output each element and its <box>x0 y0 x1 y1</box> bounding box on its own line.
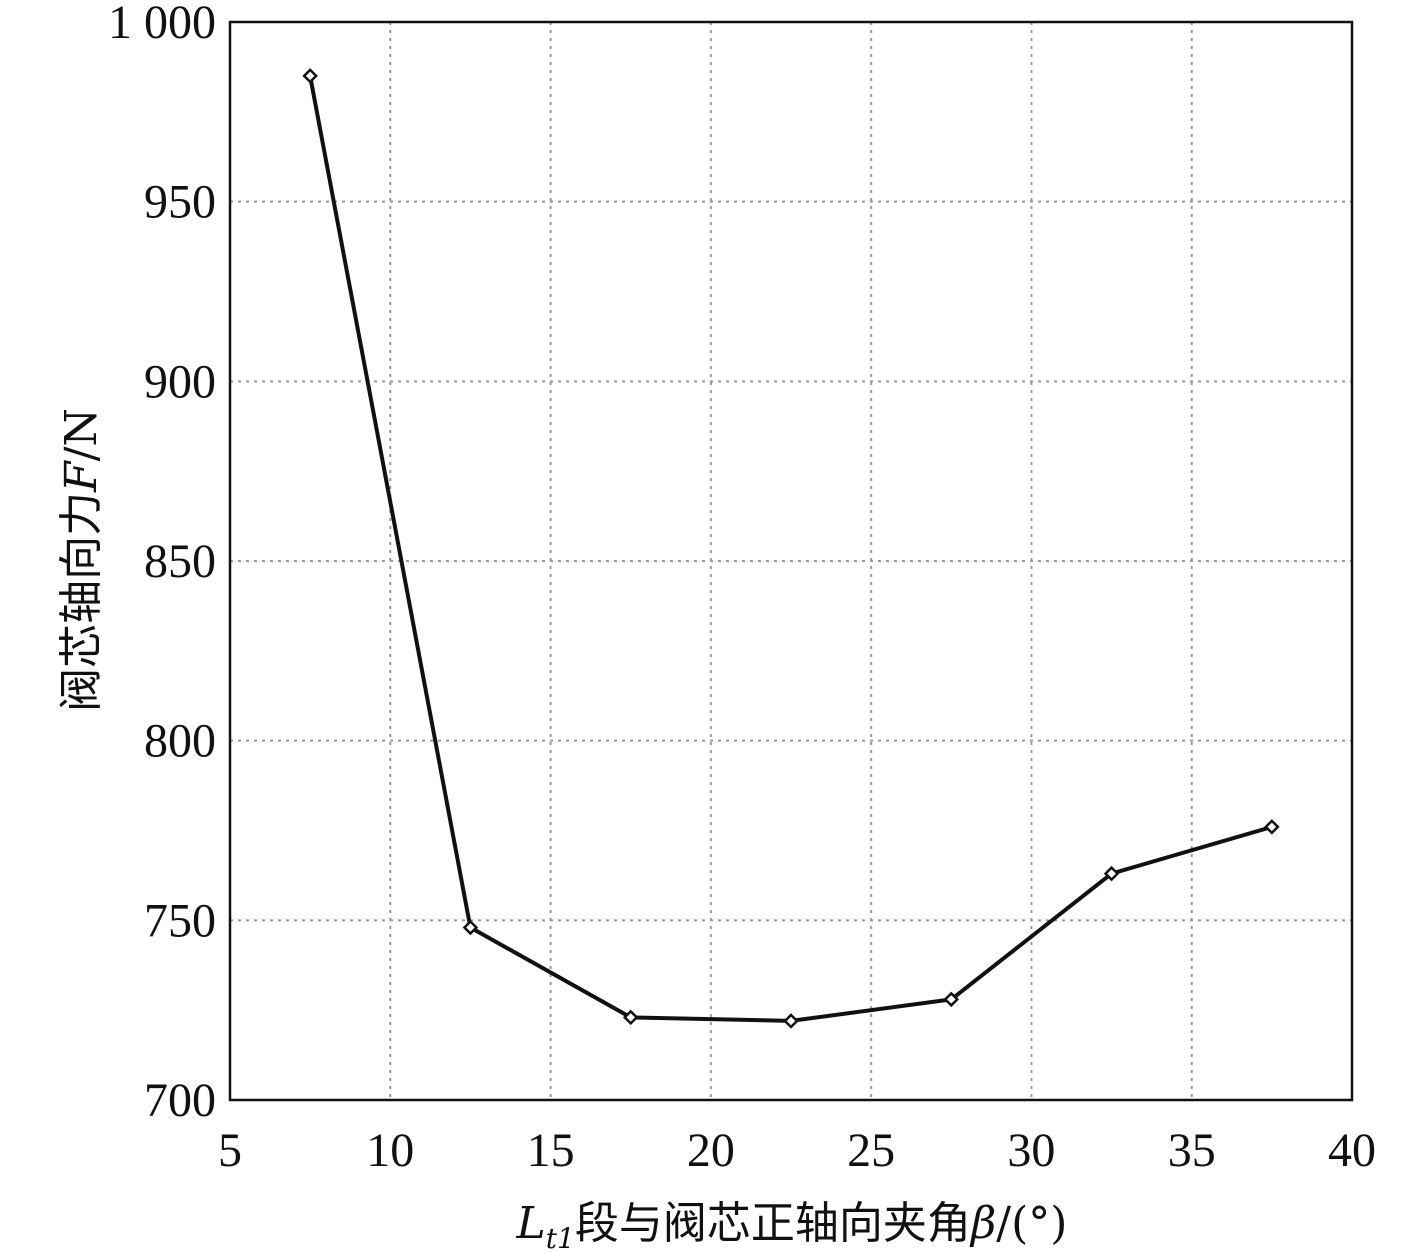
x-tick-label: 15 <box>527 1124 575 1177</box>
data-point <box>943 991 960 1008</box>
x-tick-labels: 5 10 15 20 25 30 35 40 <box>218 1124 1376 1177</box>
data-point <box>1103 865 1120 882</box>
y-tick-label: 850 <box>144 535 216 588</box>
y-tick-labels: 700 750 800 850 900 950 1 000 <box>108 0 216 1127</box>
data-point <box>783 1013 799 1029</box>
plot-frame <box>228 20 1354 1102</box>
data-point <box>622 1009 639 1026</box>
y-axis-label-unit: /N <box>56 408 107 461</box>
data-point <box>1264 819 1280 835</box>
x-tick-label: 40 <box>1328 1124 1376 1177</box>
x-axis-label-symbol: β <box>969 1198 996 1249</box>
x-tick-label: 10 <box>366 1124 414 1177</box>
y-tick-label: 800 <box>144 715 216 768</box>
grid-lines <box>230 22 1352 1100</box>
x-axis-label-main: L <box>516 1198 546 1249</box>
y-axis-label-symbol: F <box>56 460 107 493</box>
y-tick-label: 900 <box>144 355 216 408</box>
x-axis-label: Lt1段与阀芯正轴向夹角β/(°) <box>516 1198 1068 1252</box>
x-tick-label: 30 <box>1007 1124 1055 1177</box>
x-axis-label-text: 段与阀芯正轴向夹角 <box>575 1198 971 1249</box>
y-axis-label-text: 阀芯轴向力 <box>56 492 107 712</box>
x-axis-label-subscript: t1 <box>546 1222 575 1252</box>
y-tick-label: 750 <box>144 894 216 947</box>
x-tick-label: 20 <box>687 1124 735 1177</box>
y-tick-label: 1 000 <box>108 0 216 49</box>
x-tick-label: 25 <box>847 1124 895 1177</box>
series-line <box>308 75 1273 1023</box>
x-axis-label-unit: /(°) <box>996 1198 1067 1249</box>
y-axis-label: 阀芯轴向力F/N <box>56 408 107 712</box>
y-tick-label: 700 <box>144 1074 216 1127</box>
data-markers <box>302 68 1280 1029</box>
y-tick-label: 950 <box>144 176 216 229</box>
x-tick-label: 35 <box>1168 1124 1216 1177</box>
data-point <box>302 68 318 84</box>
data-point <box>462 919 479 936</box>
x-tick-label: 5 <box>218 1124 242 1177</box>
